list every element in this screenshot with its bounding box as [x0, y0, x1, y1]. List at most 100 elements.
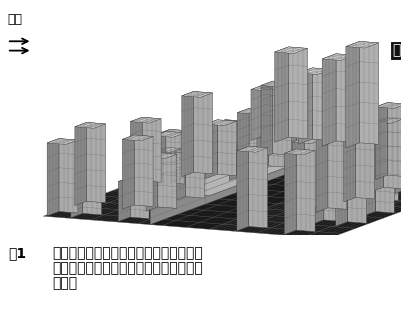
Polygon shape — [237, 146, 249, 231]
Polygon shape — [229, 141, 260, 147]
Polygon shape — [146, 153, 177, 158]
Polygon shape — [320, 138, 332, 200]
Polygon shape — [71, 182, 101, 188]
Polygon shape — [312, 68, 331, 141]
Polygon shape — [134, 135, 153, 206]
Polygon shape — [292, 138, 323, 144]
Polygon shape — [206, 120, 217, 179]
Polygon shape — [130, 117, 142, 185]
Polygon shape — [158, 129, 189, 135]
Polygon shape — [395, 154, 401, 193]
Polygon shape — [275, 47, 289, 142]
Polygon shape — [336, 54, 355, 143]
Polygon shape — [285, 119, 296, 160]
Polygon shape — [376, 103, 387, 179]
Polygon shape — [47, 139, 78, 145]
Polygon shape — [304, 138, 323, 207]
Polygon shape — [395, 154, 401, 159]
Polygon shape — [372, 118, 383, 192]
Polygon shape — [237, 108, 268, 114]
Polygon shape — [379, 168, 398, 201]
Polygon shape — [158, 129, 170, 175]
Text: 建物: 建物 — [392, 43, 401, 58]
Polygon shape — [332, 138, 351, 197]
Polygon shape — [87, 122, 105, 203]
Polygon shape — [368, 168, 379, 204]
Polygon shape — [296, 149, 315, 232]
Polygon shape — [289, 47, 308, 139]
Polygon shape — [150, 147, 162, 199]
Polygon shape — [288, 169, 300, 223]
Polygon shape — [399, 123, 401, 129]
Text: 果の例: 果の例 — [52, 276, 77, 290]
Polygon shape — [364, 160, 375, 216]
Polygon shape — [275, 47, 308, 53]
Polygon shape — [75, 122, 87, 206]
Polygon shape — [237, 108, 249, 156]
Polygon shape — [194, 91, 213, 174]
Polygon shape — [265, 85, 284, 137]
Polygon shape — [336, 151, 367, 156]
Polygon shape — [284, 149, 296, 235]
Polygon shape — [170, 129, 189, 172]
Polygon shape — [122, 135, 134, 209]
Polygon shape — [150, 147, 181, 153]
Polygon shape — [249, 146, 267, 228]
Polygon shape — [320, 138, 351, 144]
Polygon shape — [300, 169, 319, 220]
Polygon shape — [146, 153, 158, 211]
Text: 風向: 風向 — [7, 13, 22, 26]
Text: 図1: 図1 — [8, 246, 26, 260]
Polygon shape — [261, 81, 273, 158]
Polygon shape — [186, 148, 205, 198]
Polygon shape — [83, 182, 101, 215]
Polygon shape — [150, 109, 372, 225]
Polygon shape — [154, 132, 166, 187]
Polygon shape — [383, 118, 401, 189]
Polygon shape — [399, 123, 401, 181]
Polygon shape — [387, 103, 401, 177]
Polygon shape — [251, 85, 284, 91]
Polygon shape — [336, 151, 348, 226]
Polygon shape — [261, 81, 292, 87]
Polygon shape — [375, 160, 394, 213]
Polygon shape — [364, 160, 394, 166]
Polygon shape — [346, 41, 360, 148]
Polygon shape — [217, 120, 236, 176]
Polygon shape — [322, 54, 355, 60]
Polygon shape — [298, 68, 312, 144]
Polygon shape — [344, 116, 375, 122]
Polygon shape — [206, 120, 236, 126]
Polygon shape — [75, 122, 105, 128]
Polygon shape — [174, 148, 186, 201]
Polygon shape — [214, 120, 244, 125]
Polygon shape — [285, 119, 316, 125]
Polygon shape — [174, 148, 205, 154]
Polygon shape — [257, 113, 269, 170]
Polygon shape — [182, 91, 194, 177]
Polygon shape — [312, 171, 324, 224]
Polygon shape — [59, 139, 78, 213]
Polygon shape — [154, 132, 185, 137]
Polygon shape — [43, 134, 401, 239]
Polygon shape — [322, 54, 336, 146]
Polygon shape — [130, 117, 161, 123]
Polygon shape — [296, 119, 316, 157]
Polygon shape — [372, 118, 401, 124]
Polygon shape — [249, 108, 268, 153]
Polygon shape — [292, 138, 304, 210]
Polygon shape — [126, 149, 157, 155]
Polygon shape — [142, 117, 161, 182]
Polygon shape — [251, 85, 265, 141]
Polygon shape — [241, 141, 260, 178]
Polygon shape — [376, 103, 401, 109]
Polygon shape — [328, 129, 347, 209]
Text: 三次元の拡散モデルによる道路からの大: 三次元の拡散モデルによる道路からの大 — [52, 246, 203, 260]
Polygon shape — [372, 109, 401, 147]
Polygon shape — [118, 177, 149, 183]
Polygon shape — [166, 132, 185, 184]
Polygon shape — [229, 141, 241, 180]
Polygon shape — [269, 113, 288, 167]
Polygon shape — [360, 41, 379, 144]
Polygon shape — [214, 120, 225, 154]
